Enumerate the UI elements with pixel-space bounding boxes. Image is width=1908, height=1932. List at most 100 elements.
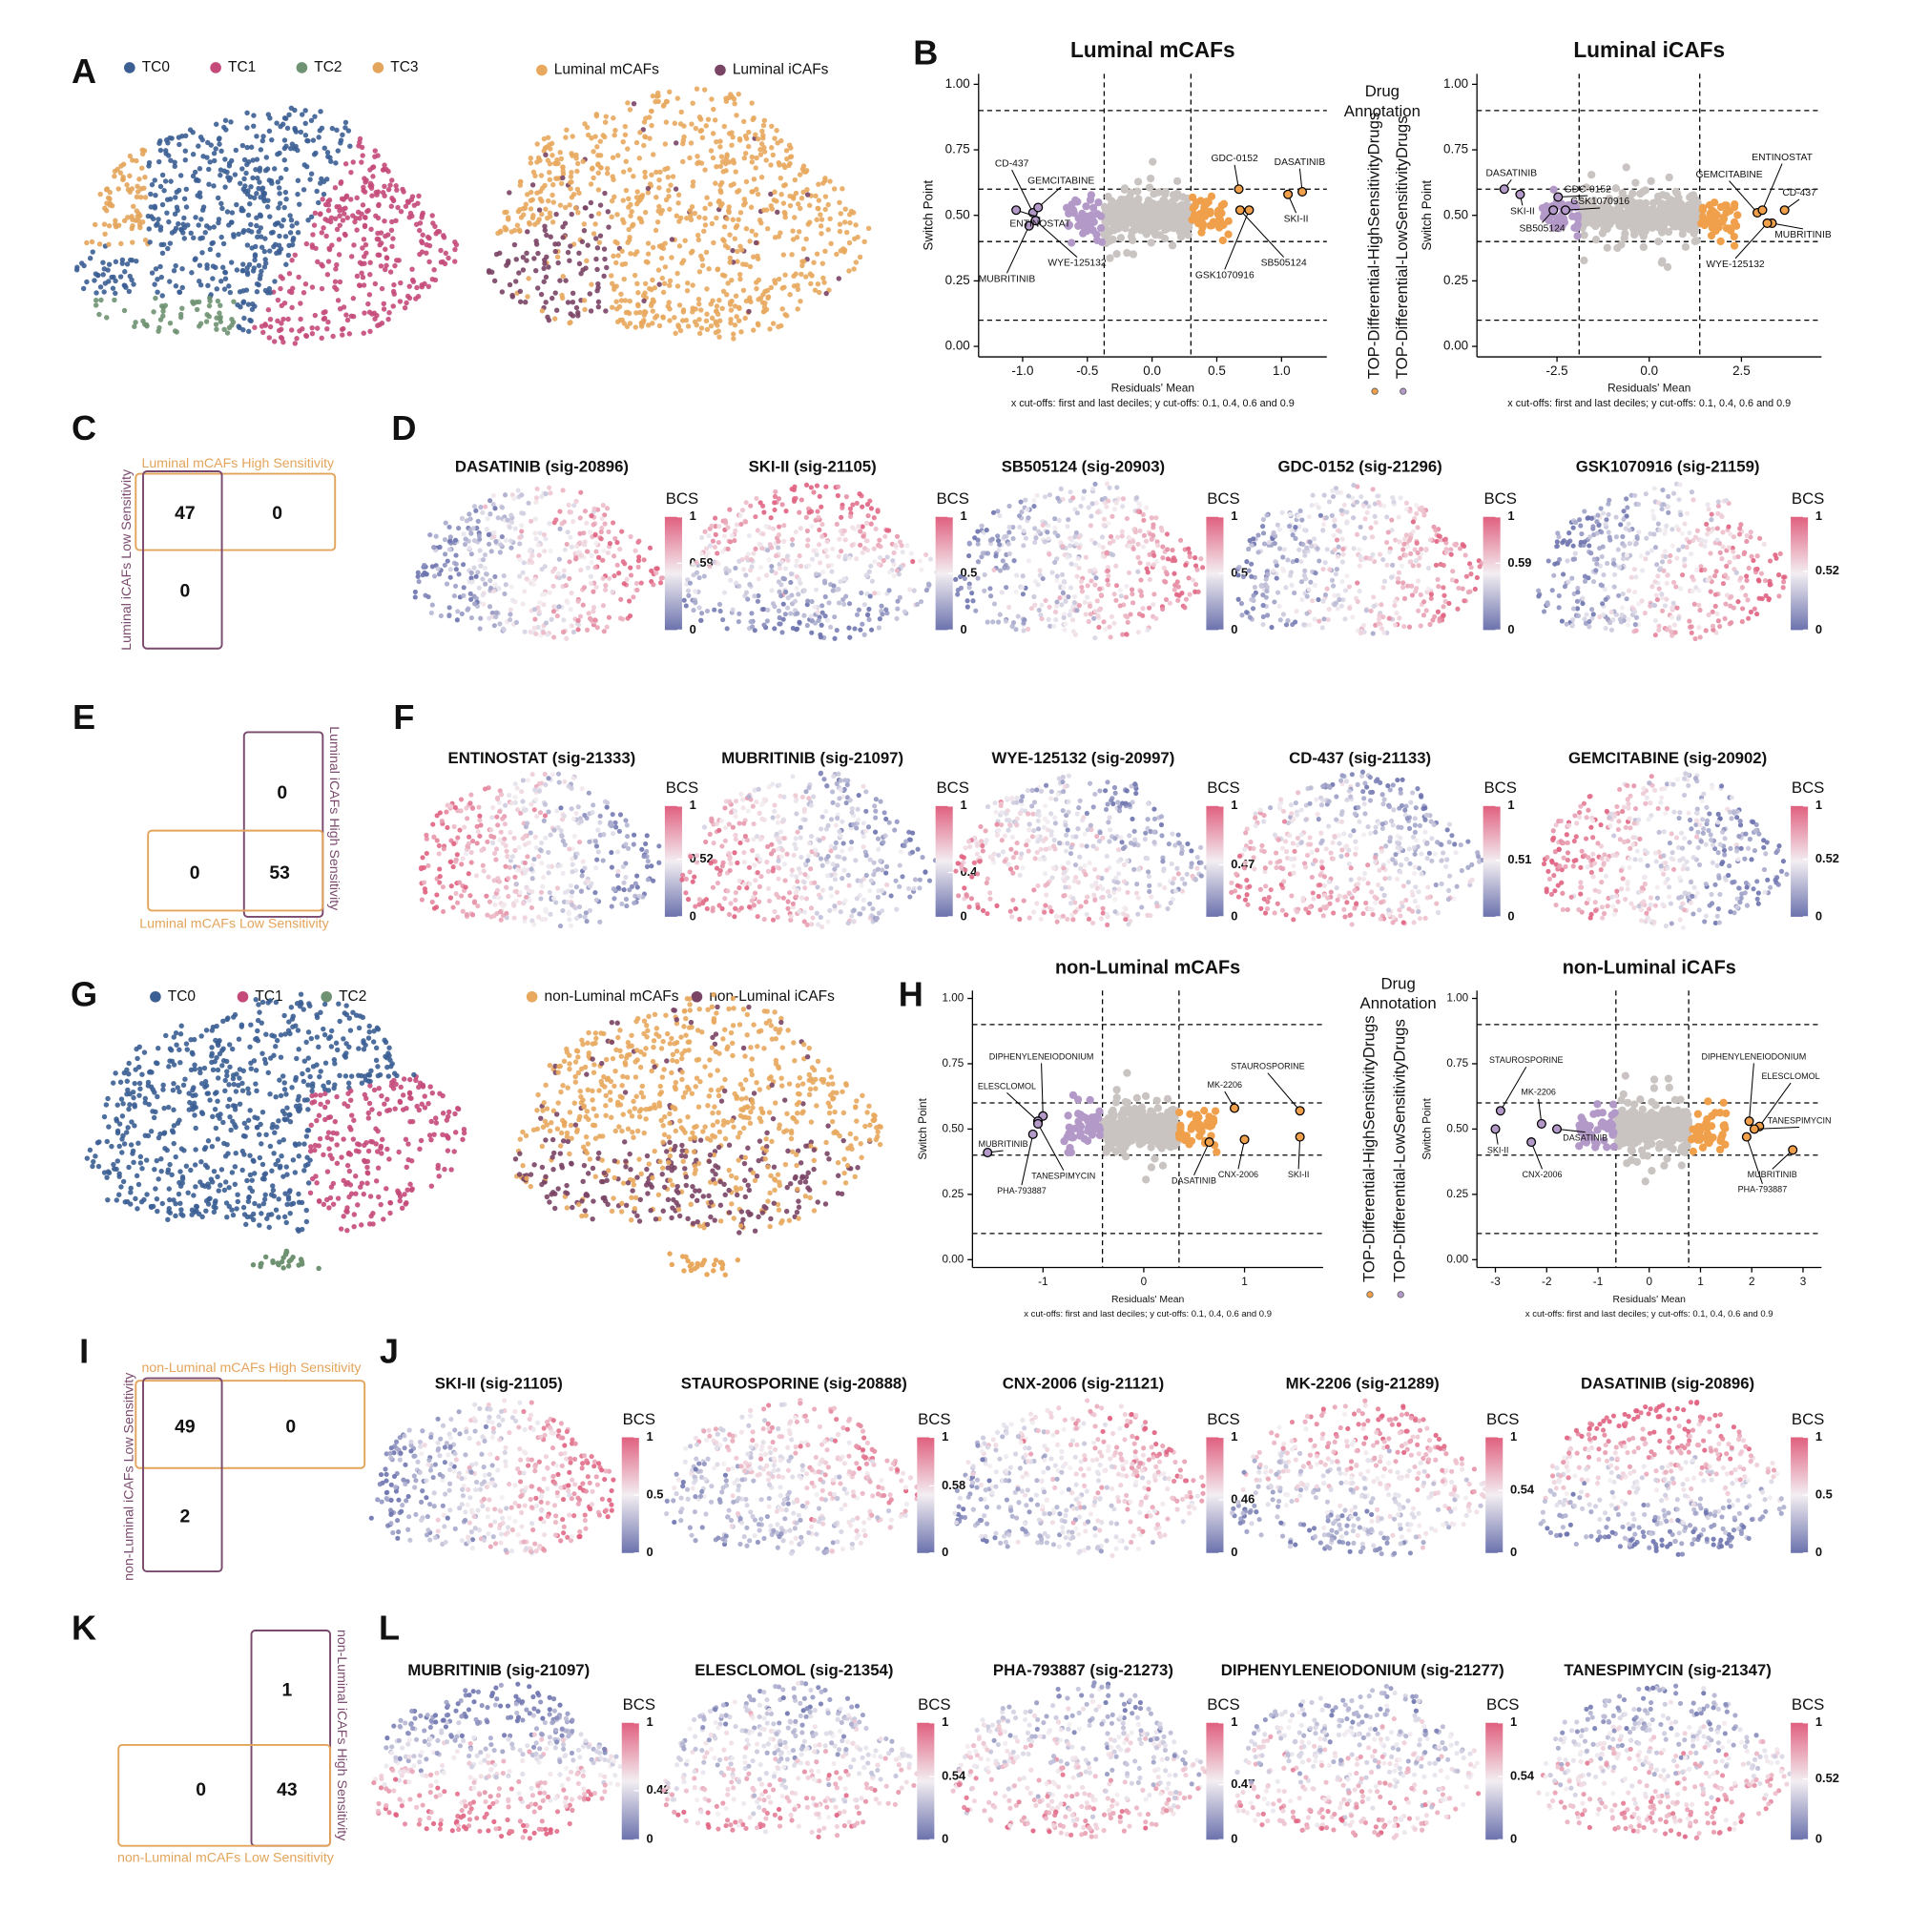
cell-point bbox=[222, 269, 228, 276]
cell-point bbox=[661, 280, 668, 286]
cell-point bbox=[661, 1113, 668, 1120]
cell-point bbox=[97, 284, 104, 290]
cell-point bbox=[722, 1192, 728, 1197]
cell-point bbox=[255, 175, 260, 181]
cell-point bbox=[710, 298, 716, 303]
cell-point bbox=[742, 1177, 748, 1183]
drug-point bbox=[1170, 205, 1178, 214]
cell-point bbox=[667, 206, 673, 213]
cell-point bbox=[655, 208, 661, 214]
cell-point bbox=[715, 322, 720, 328]
cell-point bbox=[194, 306, 200, 313]
cell-point bbox=[730, 247, 736, 254]
cell-point bbox=[805, 1170, 811, 1175]
cell-point bbox=[176, 220, 181, 227]
drug-cloud bbox=[1063, 157, 1233, 262]
cell-point bbox=[321, 1104, 328, 1111]
cell-point bbox=[247, 201, 253, 207]
cell-point bbox=[236, 1036, 242, 1042]
cell-point bbox=[736, 1022, 743, 1028]
cell-point bbox=[737, 210, 744, 216]
cell-point bbox=[436, 229, 443, 235]
drug-point bbox=[1150, 215, 1158, 223]
cell-point bbox=[778, 1027, 783, 1032]
cell-point bbox=[758, 1028, 764, 1034]
cell-point bbox=[832, 1109, 838, 1115]
cell-point bbox=[343, 1003, 349, 1008]
annotated-drug bbox=[1234, 205, 1245, 216]
cell-point bbox=[853, 222, 859, 228]
cell-point bbox=[612, 1083, 617, 1089]
cell-point bbox=[685, 1257, 691, 1264]
cell-point bbox=[393, 183, 399, 189]
cell-point bbox=[547, 1199, 552, 1205]
cell-point bbox=[699, 1029, 705, 1035]
cell-point bbox=[276, 220, 281, 226]
umap-groups bbox=[512, 991, 883, 1278]
cell-point bbox=[650, 244, 656, 251]
cell-point bbox=[650, 1174, 655, 1181]
cell-point bbox=[365, 1078, 372, 1084]
cell-point bbox=[644, 1166, 650, 1173]
cell-point bbox=[255, 1028, 260, 1034]
drug-point bbox=[1621, 217, 1629, 225]
cell-point bbox=[286, 1019, 292, 1025]
cell-point bbox=[371, 1087, 378, 1093]
cell-point bbox=[688, 1019, 695, 1026]
cell-point bbox=[91, 1158, 96, 1165]
cell-point bbox=[353, 1174, 359, 1179]
cell-point bbox=[391, 281, 397, 288]
cell-point bbox=[300, 112, 305, 117]
cell-point bbox=[197, 321, 204, 326]
cell-point bbox=[136, 177, 142, 182]
cell-point bbox=[696, 301, 702, 307]
cell-point bbox=[740, 202, 747, 208]
cell-point bbox=[756, 297, 761, 302]
cell-point bbox=[324, 325, 330, 332]
cell-point bbox=[301, 162, 307, 168]
cell-point bbox=[859, 1154, 864, 1160]
cell-point bbox=[312, 312, 319, 319]
drug-point bbox=[1086, 196, 1095, 204]
cell-point bbox=[222, 1179, 229, 1185]
drug-point bbox=[1149, 157, 1157, 166]
x-tick-label: 0.5 bbox=[1208, 364, 1226, 378]
cell-point bbox=[174, 1042, 179, 1048]
umap-clusters bbox=[73, 105, 460, 346]
cell-point bbox=[262, 287, 269, 294]
cell-point bbox=[826, 1156, 832, 1162]
cell-point bbox=[722, 1272, 728, 1278]
cell-point bbox=[366, 292, 373, 298]
cell-point bbox=[252, 257, 258, 263]
cell-point bbox=[754, 186, 759, 193]
cell-point bbox=[790, 228, 796, 234]
cell-point bbox=[602, 1195, 608, 1201]
cell-point bbox=[834, 1090, 840, 1096]
cell-point bbox=[262, 257, 268, 262]
cell-point bbox=[610, 304, 615, 310]
cell-point bbox=[93, 298, 99, 303]
cell-point bbox=[707, 1137, 714, 1143]
cell-point bbox=[611, 1195, 616, 1201]
cell-point bbox=[674, 1188, 679, 1194]
cell-point bbox=[332, 1061, 338, 1067]
cell-point bbox=[753, 132, 758, 137]
venn-box bbox=[147, 829, 324, 912]
cell-point bbox=[748, 1068, 755, 1073]
cell-point bbox=[199, 250, 205, 256]
cell-point bbox=[814, 217, 819, 222]
cell-point bbox=[231, 1014, 237, 1020]
cell-point bbox=[305, 1029, 312, 1035]
cell-point bbox=[567, 1052, 572, 1058]
cell-point bbox=[378, 263, 384, 269]
cell-point bbox=[260, 1200, 267, 1207]
cell-point bbox=[135, 1181, 142, 1188]
cell-point bbox=[660, 1038, 666, 1045]
cell-point bbox=[767, 1190, 773, 1196]
cell-point bbox=[613, 260, 619, 266]
cell-point bbox=[391, 1077, 397, 1084]
cell-point bbox=[344, 1227, 350, 1234]
cell-point bbox=[633, 1059, 638, 1065]
cell-point bbox=[720, 1036, 726, 1042]
cell-point bbox=[141, 1049, 148, 1055]
